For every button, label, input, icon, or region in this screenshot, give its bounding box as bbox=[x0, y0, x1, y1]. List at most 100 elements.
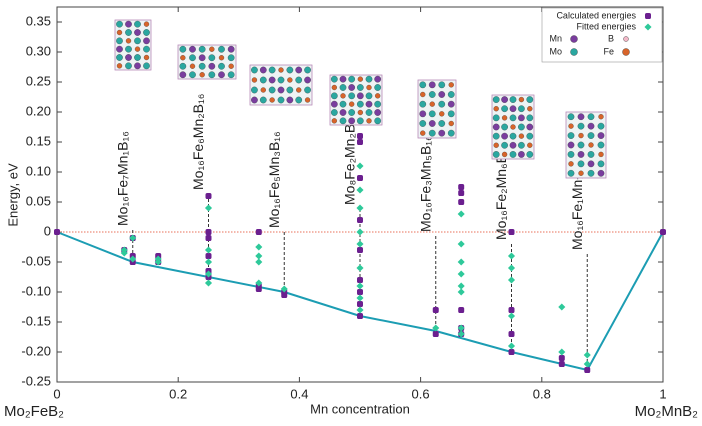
atom bbox=[438, 100, 446, 108]
x-tick-label: 0.8 bbox=[533, 386, 551, 401]
atom bbox=[501, 151, 508, 158]
atom bbox=[587, 151, 595, 158]
atom bbox=[348, 92, 356, 100]
atom bbox=[438, 81, 446, 89]
atom bbox=[501, 123, 508, 131]
atom bbox=[419, 81, 427, 89]
fitted-point bbox=[432, 324, 440, 332]
crystal-icon bbox=[329, 74, 383, 126]
x-tick-label: 1 bbox=[659, 386, 666, 401]
calculated-point bbox=[357, 277, 363, 283]
atom bbox=[295, 76, 303, 84]
atom bbox=[597, 169, 605, 177]
atom bbox=[198, 54, 206, 62]
atom bbox=[277, 76, 285, 84]
atom bbox=[259, 76, 267, 84]
atom bbox=[577, 160, 585, 168]
fitted-point bbox=[507, 312, 516, 320]
atom bbox=[179, 71, 187, 79]
atom bbox=[365, 92, 373, 100]
atom bbox=[493, 142, 499, 148]
calculated-point bbox=[508, 229, 515, 235]
atom bbox=[420, 91, 426, 98]
atom bbox=[419, 100, 427, 108]
atom bbox=[143, 37, 150, 45]
atom bbox=[501, 105, 508, 113]
atom bbox=[251, 77, 258, 83]
atom bbox=[125, 38, 132, 44]
fitted-point bbox=[255, 243, 263, 251]
y-tick-label: 0.05 bbox=[26, 193, 51, 208]
fitted-point bbox=[356, 306, 364, 314]
atom bbox=[578, 132, 584, 139]
atom bbox=[134, 46, 141, 52]
fitted-point bbox=[457, 258, 465, 266]
atom bbox=[509, 114, 517, 122]
atom bbox=[348, 84, 356, 91]
atom bbox=[527, 106, 533, 112]
fitted-point bbox=[255, 279, 263, 287]
atom bbox=[365, 109, 373, 116]
atom bbox=[492, 123, 500, 131]
atom bbox=[567, 113, 575, 121]
atom bbox=[567, 141, 575, 149]
y-tick-label: 0.20 bbox=[26, 103, 51, 118]
legend-atom-label: Fe bbox=[603, 46, 614, 56]
atom bbox=[501, 141, 508, 149]
atom bbox=[518, 105, 525, 113]
atom bbox=[567, 151, 575, 158]
calculated-point bbox=[508, 307, 515, 313]
fitted-point bbox=[457, 324, 465, 332]
crystal-cell bbox=[329, 74, 383, 126]
atom bbox=[199, 72, 205, 78]
atom bbox=[492, 96, 500, 103]
calculated-point bbox=[558, 361, 565, 367]
atom bbox=[143, 45, 150, 53]
calculated-point bbox=[458, 190, 465, 196]
formula-label: Mo₁₆Fe₃Mn₅B₁₆ bbox=[417, 135, 433, 232]
atom bbox=[134, 37, 141, 45]
atom bbox=[189, 71, 196, 79]
atom bbox=[180, 55, 186, 61]
atom bbox=[366, 84, 372, 91]
atom bbox=[134, 20, 141, 28]
calculated-point bbox=[357, 247, 363, 253]
atom bbox=[587, 122, 595, 130]
y-axis-label: Energy, eV bbox=[5, 163, 20, 227]
atom bbox=[598, 114, 604, 120]
formula-label: Mo₁₆Fe₅Mn₃B₁₆ bbox=[266, 131, 282, 228]
fitted-point bbox=[356, 228, 364, 236]
atom bbox=[366, 118, 372, 124]
atom bbox=[577, 151, 585, 158]
calculated-point bbox=[584, 367, 591, 373]
atom bbox=[208, 62, 216, 70]
fitted-point bbox=[457, 282, 465, 290]
atom bbox=[567, 132, 575, 139]
atom bbox=[134, 54, 141, 61]
atom bbox=[330, 92, 338, 100]
atom bbox=[356, 92, 364, 100]
fitted-point bbox=[356, 264, 364, 272]
calculated-point bbox=[508, 349, 515, 355]
atom bbox=[501, 132, 508, 140]
calculated-point bbox=[54, 229, 60, 235]
calculated-point bbox=[458, 184, 465, 190]
atom bbox=[349, 101, 355, 107]
x-tick-label: 0 bbox=[53, 386, 60, 401]
atom bbox=[116, 45, 123, 53]
atom bbox=[597, 122, 605, 130]
atom bbox=[374, 100, 382, 108]
atom bbox=[447, 91, 455, 98]
atom bbox=[428, 120, 436, 127]
legend-atom bbox=[623, 36, 629, 42]
atom bbox=[259, 66, 267, 74]
legend-marker bbox=[645, 13, 651, 19]
fitted-point bbox=[280, 285, 288, 293]
atom bbox=[428, 81, 436, 89]
atom bbox=[567, 169, 575, 177]
fitted-point bbox=[129, 234, 137, 242]
y-tick-label: 0.10 bbox=[26, 163, 51, 178]
atom bbox=[125, 62, 132, 70]
atom bbox=[116, 29, 123, 36]
atom bbox=[198, 62, 206, 70]
